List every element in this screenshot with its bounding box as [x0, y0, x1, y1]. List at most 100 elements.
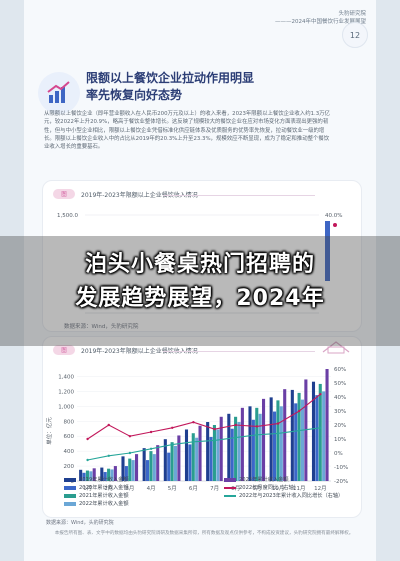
bar [234, 416, 238, 481]
y2-tick-label: 40% [334, 395, 346, 401]
line-point [234, 423, 237, 427]
figure-pill: 图 [53, 189, 75, 199]
y-tick-label: 0 [71, 479, 75, 485]
x-tick-label: 12月 [314, 485, 327, 492]
bar [142, 448, 146, 481]
x-tick-label: 5月 [168, 485, 177, 492]
bar [121, 456, 125, 481]
line-point [192, 421, 195, 424]
section-icon [38, 72, 80, 114]
line-point [333, 223, 337, 227]
legend-swatch [224, 477, 236, 482]
chart-2-svg: 0 200 400 600 800 1,000 1,200 1,400 -20% -10% 0% 10… [45, 367, 348, 492]
legend-line [224, 494, 236, 497]
y-tick-label: 600 [64, 434, 75, 440]
page-number-badge: 12 [342, 22, 368, 48]
bar [212, 425, 216, 481]
legend-item-2020: 2020年累计收入金额 [64, 484, 129, 491]
bar [255, 407, 259, 481]
x-tick-label: 1月 [83, 485, 92, 492]
divider-line-2 [163, 351, 315, 352]
bar [152, 454, 156, 481]
bar [113, 466, 117, 481]
bar [283, 389, 287, 481]
banner-line-1: 泊头小餐桌热门招聘的 [84, 252, 315, 277]
bar [146, 460, 150, 481]
x-tick-label: 10月 [272, 485, 285, 492]
section-headline: 限额以上餐饮企业拉动作用明显 率先恢复向好态势 [86, 70, 306, 104]
y-tick-label: 1,000 [58, 404, 74, 410]
legend-item-2023: 2023年累计收入金额 [224, 476, 289, 483]
x-tick-label: 8月 [231, 485, 240, 492]
y-tick-label: 200 [64, 464, 75, 470]
chart-1-right-label: 40.0% [325, 213, 342, 219]
bar [273, 411, 277, 481]
legend-item-cum: 2022年与2023年累计收入同比增长（右轴） [224, 492, 343, 499]
x-tick-label: 7月 [210, 485, 219, 492]
chart-2-title: 2019年-2023年限额以上企业餐饮收入情况 [81, 348, 198, 355]
x-tick-label: 9月 [252, 485, 261, 492]
chart-1-title: 2019年-2023年限额以上企业餐饮收入情况 [81, 192, 198, 199]
section-paragraph: 从限额以上餐饮企业（即年营业额收入在人民币200万元及以上）的收入来看，2023… [44, 111, 330, 151]
bar [163, 439, 167, 481]
bar [294, 403, 298, 481]
y-tick-label: 1,400 [58, 374, 74, 380]
bar [198, 425, 202, 481]
bar [300, 399, 305, 481]
x-tick-label: 4月 [147, 485, 156, 492]
bar [170, 442, 174, 481]
bar [251, 419, 255, 481]
overlay-banner: 泊头小餐桌热门招聘的 发展趋势展望，2024年 [0, 236, 400, 346]
divider-line [163, 195, 315, 196]
chart-1-source: 数据来源：Wind，头豹研究院 [64, 324, 139, 330]
y2-tick-label: 0% [334, 451, 343, 457]
bar [261, 398, 266, 481]
bar [279, 406, 283, 481]
series-line [87, 393, 321, 440]
x-tick-label: 2月 [104, 485, 113, 492]
bar [167, 452, 171, 481]
y-axis-label: 单位：亿元 [45, 417, 53, 445]
bar [131, 460, 135, 481]
x-tick-label: 3月 [125, 485, 134, 492]
y2-tick-label: 60% [334, 367, 346, 373]
report-header: 头豹研究院 ———2024年中国餐饮行业发展展望 [216, 10, 366, 26]
bar [322, 391, 326, 481]
bar [269, 397, 273, 481]
bar [315, 395, 319, 481]
line-point [192, 440, 195, 443]
bar [134, 454, 139, 481]
line-point [86, 437, 89, 441]
line-point [319, 393, 322, 396]
chart-card-1-header: 图 2019年-2023年限额以上企业餐饮收入情况 [53, 189, 351, 201]
bar-partial [325, 221, 330, 281]
bar [79, 469, 83, 481]
y2-tick-label: -20% [334, 479, 348, 485]
bar [149, 451, 153, 481]
bar [206, 422, 210, 481]
line-point [213, 439, 216, 442]
line-point [149, 447, 153, 450]
legend-swatch [64, 485, 76, 490]
legend-item-2022: 2022年累计收入金额 [64, 500, 129, 507]
y2-tick-label: 30% [334, 409, 346, 415]
chart-1-y-top-label: 1,500.0 [57, 213, 78, 219]
bar [107, 468, 111, 481]
bar [219, 416, 223, 481]
y-tick-label: 800 [64, 419, 75, 425]
line-point [128, 451, 132, 455]
line-point [255, 433, 259, 436]
line-point [255, 425, 259, 428]
chart-card-2-header: 图 2019年-2023年限额以上企业餐饮收入情况 [53, 341, 351, 357]
bar [248, 406, 252, 481]
chart-growth-icon [47, 81, 70, 103]
headline-line2: 率先恢复向好态势 [86, 88, 183, 102]
figure-pill-2: 图 [53, 345, 75, 355]
y2-tick-label: -10% [334, 465, 348, 471]
bar [184, 429, 189, 481]
legend-swatch [64, 501, 76, 506]
line-point [107, 454, 110, 457]
bar [100, 467, 104, 481]
y2-tick-label: 10% [334, 437, 346, 443]
headline-line1: 限额以上餐饮企业拉动作用明显 [86, 71, 255, 85]
